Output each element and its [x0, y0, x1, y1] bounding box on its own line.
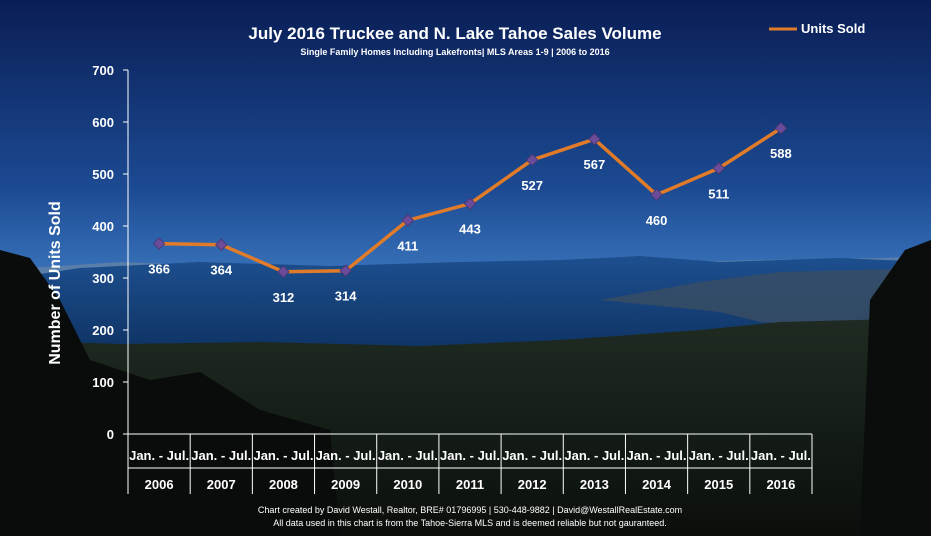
data-label: 366	[148, 262, 170, 277]
x-period-label: Jan. - Jul.	[253, 448, 313, 463]
data-point	[650, 188, 663, 202]
data-label: 364	[210, 263, 232, 278]
y-tick-label: 600	[92, 115, 114, 130]
x-period-label: Jan. - Jul.	[129, 448, 189, 463]
x-period-label: Jan. - Jul.	[564, 448, 624, 463]
x-period-label: Jan. - Jul.	[191, 448, 251, 463]
y-tick-label: 300	[92, 271, 114, 286]
x-year-label: 2010	[393, 477, 422, 492]
series-units-sold: 366 364 312 314 411 443 527 567 460 511 588	[148, 122, 792, 305]
y-axis: 0 100 200 300 400 500 600 700	[92, 63, 129, 442]
data-point	[277, 265, 290, 278]
y-tick-label: 100	[92, 375, 114, 390]
y-axis-label: Number of Units Sold	[47, 201, 64, 365]
x-year-label: 2016	[766, 477, 795, 492]
footer-disclaimer: All data used in this chart is from the …	[273, 518, 667, 528]
x-period-label: Jan. - Jul.	[751, 448, 811, 463]
data-label: 460	[646, 213, 668, 228]
data-point	[152, 237, 166, 250]
footer-credit: Chart created by David Westall, Realtor,…	[258, 505, 682, 515]
x-year-label: 2006	[145, 477, 174, 492]
data-point	[401, 214, 415, 227]
x-year-label: 2008	[269, 477, 298, 492]
x-axis: Jan. - Jul. 2006 Jan. - Jul. 2007 Jan. - Jul…	[127, 433, 813, 494]
x-year-label: 2007	[207, 477, 236, 492]
data-label: 314	[335, 289, 357, 304]
data-label: 527	[521, 178, 543, 193]
x-period-label: Jan. - Jul.	[440, 448, 500, 463]
data-point	[339, 264, 352, 277]
data-point	[774, 122, 788, 135]
x-year-label: 2011	[456, 477, 484, 492]
x-period-label: Jan. - Jul.	[502, 448, 562, 463]
data-label: 588	[770, 146, 792, 161]
data-label: 567	[584, 157, 606, 172]
chart-title: July 2016 Truckee and N. Lake Tahoe Sale…	[248, 24, 661, 43]
data-label: 312	[273, 290, 295, 305]
x-year-label: 2015	[704, 477, 733, 492]
data-point	[525, 153, 539, 167]
legend: Units Sold	[769, 21, 865, 36]
data-point	[712, 162, 725, 175]
data-label: 443	[459, 222, 481, 237]
x-period-label: Jan. - Jul.	[316, 448, 376, 463]
chart-subtitle: Single Family Homes Including Lakefronts…	[300, 47, 609, 57]
footer: Chart created by David Westall, Realtor,…	[258, 505, 682, 528]
data-point	[215, 238, 228, 251]
data-label: 411	[397, 238, 418, 253]
x-period-label: Jan. - Jul.	[378, 448, 438, 463]
x-year-label: 2014	[642, 477, 672, 492]
legend-label: Units Sold	[801, 21, 865, 36]
x-period-label: Jan. - Jul.	[627, 448, 687, 463]
data-point	[463, 197, 477, 210]
y-tick-label: 700	[92, 63, 114, 78]
y-tick-label: 500	[92, 167, 114, 182]
y-tick-label: 200	[92, 323, 114, 338]
x-period-label: Jan. - Jul.	[689, 448, 749, 463]
data-label: 511	[708, 186, 729, 201]
title-group: July 2016 Truckee and N. Lake Tahoe Sale…	[248, 24, 661, 57]
x-year-label: 2012	[518, 477, 547, 492]
x-year-label: 2009	[331, 477, 360, 492]
x-year-label: 2013	[580, 477, 609, 492]
y-tick-label: 0	[107, 427, 114, 442]
data-point	[588, 132, 601, 146]
y-tick-label: 400	[92, 219, 114, 234]
